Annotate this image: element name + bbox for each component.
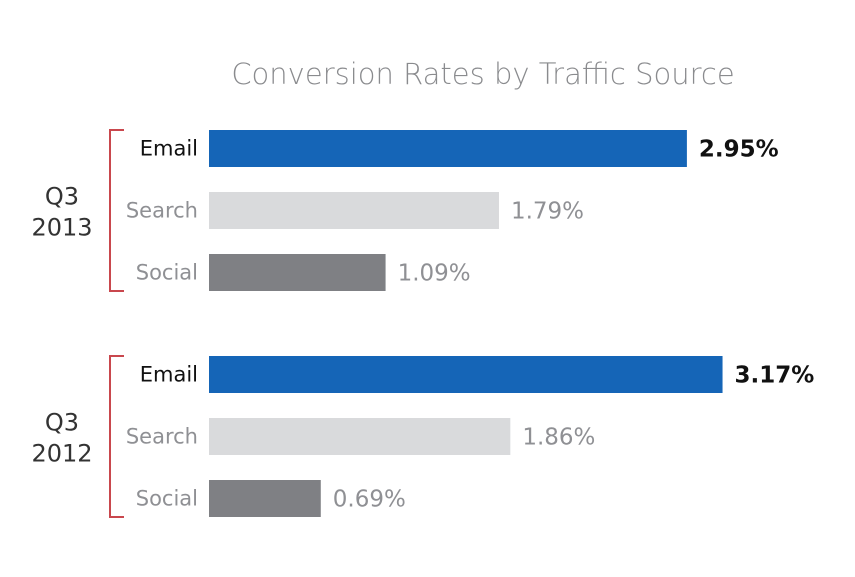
bar-group: Q3 2013 Email 2.95% Search 1.79% Social 1.09% xyxy=(31,129,779,292)
bar-email xyxy=(209,130,687,167)
data-label: 3.17% xyxy=(735,363,815,389)
category-label: Social xyxy=(136,487,198,511)
category-label: Email xyxy=(140,363,198,387)
group-label-year: 2012 xyxy=(31,440,92,468)
group-label-quarter: Q3 xyxy=(45,409,79,437)
data-label: 1.09% xyxy=(398,261,471,287)
bar-group: Q3 2012 Email 3.17% Search 1.86% Social 0.69% xyxy=(31,355,815,518)
category-label: Social xyxy=(136,261,198,285)
group-bracket xyxy=(109,355,124,518)
group-label-quarter: Q3 xyxy=(45,183,79,211)
chart-title: Conversion Rates by Traffic Source xyxy=(231,57,734,91)
category-label: Search xyxy=(126,199,198,223)
bar-social xyxy=(209,480,321,517)
category-label: Search xyxy=(126,425,198,449)
group-bracket xyxy=(109,129,124,292)
data-label: 0.69% xyxy=(333,487,406,513)
data-label: 2.95% xyxy=(699,137,779,163)
data-label: 1.86% xyxy=(522,425,595,451)
group-label-year: 2013 xyxy=(31,214,92,242)
bar-search xyxy=(209,418,511,455)
category-label: Email xyxy=(140,137,198,161)
bar-email xyxy=(209,356,723,393)
bar-search xyxy=(209,192,499,229)
bar-social xyxy=(209,254,386,291)
data-label: 1.79% xyxy=(511,199,584,225)
